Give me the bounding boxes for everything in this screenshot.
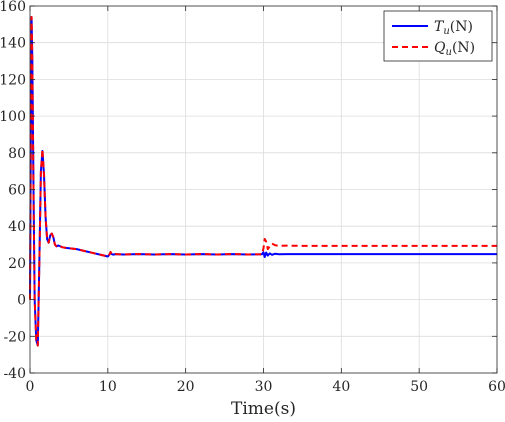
x-axis-title: Time(s) (231, 399, 296, 419)
x-tick-label: 60 (488, 379, 505, 395)
x-tick-label: 50 (410, 379, 428, 395)
x-tick-label: 10 (99, 379, 117, 395)
y-tick-label: -40 (3, 366, 26, 382)
legend-label-tu: Tu(N) (434, 19, 473, 37)
y-tick-label: 100 (0, 109, 26, 125)
x-tick-label: 30 (255, 379, 273, 395)
y-tick-label: 0 (17, 293, 26, 309)
y-tick-label: 80 (8, 146, 26, 162)
y-tick-label: 120 (0, 72, 26, 88)
legend: Tu(N) Qu(N) (383, 10, 493, 62)
axis-ticks: 0 10 20 30 40 50 60 -40 -20 0 20 40 60 80 100 120 140 160 (0, 0, 505, 395)
y-tick-label: 20 (8, 256, 26, 272)
y-tick-label: -20 (3, 329, 26, 345)
y-tick-label: 60 (8, 183, 26, 199)
series-layer (29, 16, 497, 347)
x-tick-label: 20 (177, 379, 195, 395)
x-tick-label: 40 (332, 379, 350, 395)
y-tick-label: 40 (8, 219, 26, 235)
legend-label-qu: Qu(N) (434, 40, 475, 58)
legend-box (383, 10, 493, 62)
y-tick-label: 140 (0, 36, 26, 52)
grid-lines (30, 6, 497, 373)
y-tick-label: 160 (0, 0, 26, 15)
x-tick-label: 0 (26, 379, 35, 395)
series-line-qu (29, 16, 497, 347)
